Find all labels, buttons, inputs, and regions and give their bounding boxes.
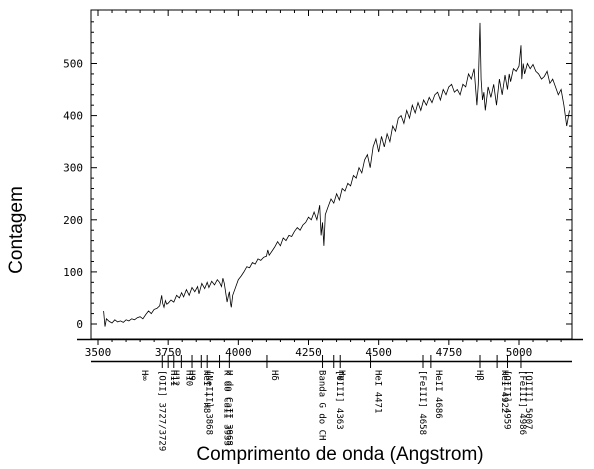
y-tick-label: 100 [63, 266, 83, 279]
line-label: H11 [168, 370, 178, 386]
line-label: Hβ [474, 370, 484, 381]
y-tick-label: 200 [63, 214, 83, 227]
x-axis-title: Comprimento de onda (Angstrom) [196, 444, 484, 465]
y-axis-ticks: 0 100 200 300 400 500 [63, 21, 572, 331]
line-label: H9 [186, 370, 196, 381]
plot-frame [90, 9, 573, 340]
x-tick-label: 4000 [225, 346, 252, 359]
line-label: H do CaII 3968 [223, 370, 233, 446]
line-label: [OIII] 5007 [523, 370, 533, 430]
line-label: HeI 4471 [373, 370, 383, 413]
y-tick-label: 400 [63, 110, 83, 123]
line-label: H∞ [139, 370, 149, 381]
x-tick-label: 3750 [155, 346, 182, 359]
x-axis-ticks: 3500 3750 4000 4250 4500 4750 5000 [85, 10, 562, 359]
y-tick-label: 0 [76, 318, 83, 331]
y-axis-title: Contagem [6, 186, 27, 274]
line-label: Banda G do CH [317, 370, 327, 440]
line-label: [NeIII] 3868 [203, 370, 213, 435]
line-label: [OIII] 4959 [502, 370, 512, 430]
line-label: HeI + H8 [201, 370, 211, 413]
line-label: [OIII] 4363 [334, 370, 344, 430]
x-tick-label: 4500 [365, 346, 392, 359]
line-label: HeII 4686 [433, 370, 443, 419]
line-label: [OII] 3727/3729 [156, 370, 166, 451]
x-tick-label: 5000 [506, 346, 533, 359]
y-tick-label: 500 [63, 58, 83, 71]
line-label: K do CaII 3933 [222, 370, 232, 446]
line-label: H12 [170, 370, 180, 386]
line-label: HeI 4922 [499, 370, 509, 413]
spectrum-series-line [103, 22, 570, 327]
line-label: Hδ [269, 370, 279, 381]
line-label: [FeIII] 4658 [417, 370, 427, 435]
x-tick-label: 4750 [436, 346, 463, 359]
x-tick-label: 4250 [295, 346, 322, 359]
line-label: [FeIII] 4986 [517, 370, 527, 435]
line-label: Hγ [336, 370, 346, 381]
x-tick-label: 3500 [85, 346, 112, 359]
y-tick-label: 300 [63, 162, 83, 175]
line-label: H10 [183, 370, 193, 386]
y-axis-title-wrap: Contagem [2, 130, 32, 330]
